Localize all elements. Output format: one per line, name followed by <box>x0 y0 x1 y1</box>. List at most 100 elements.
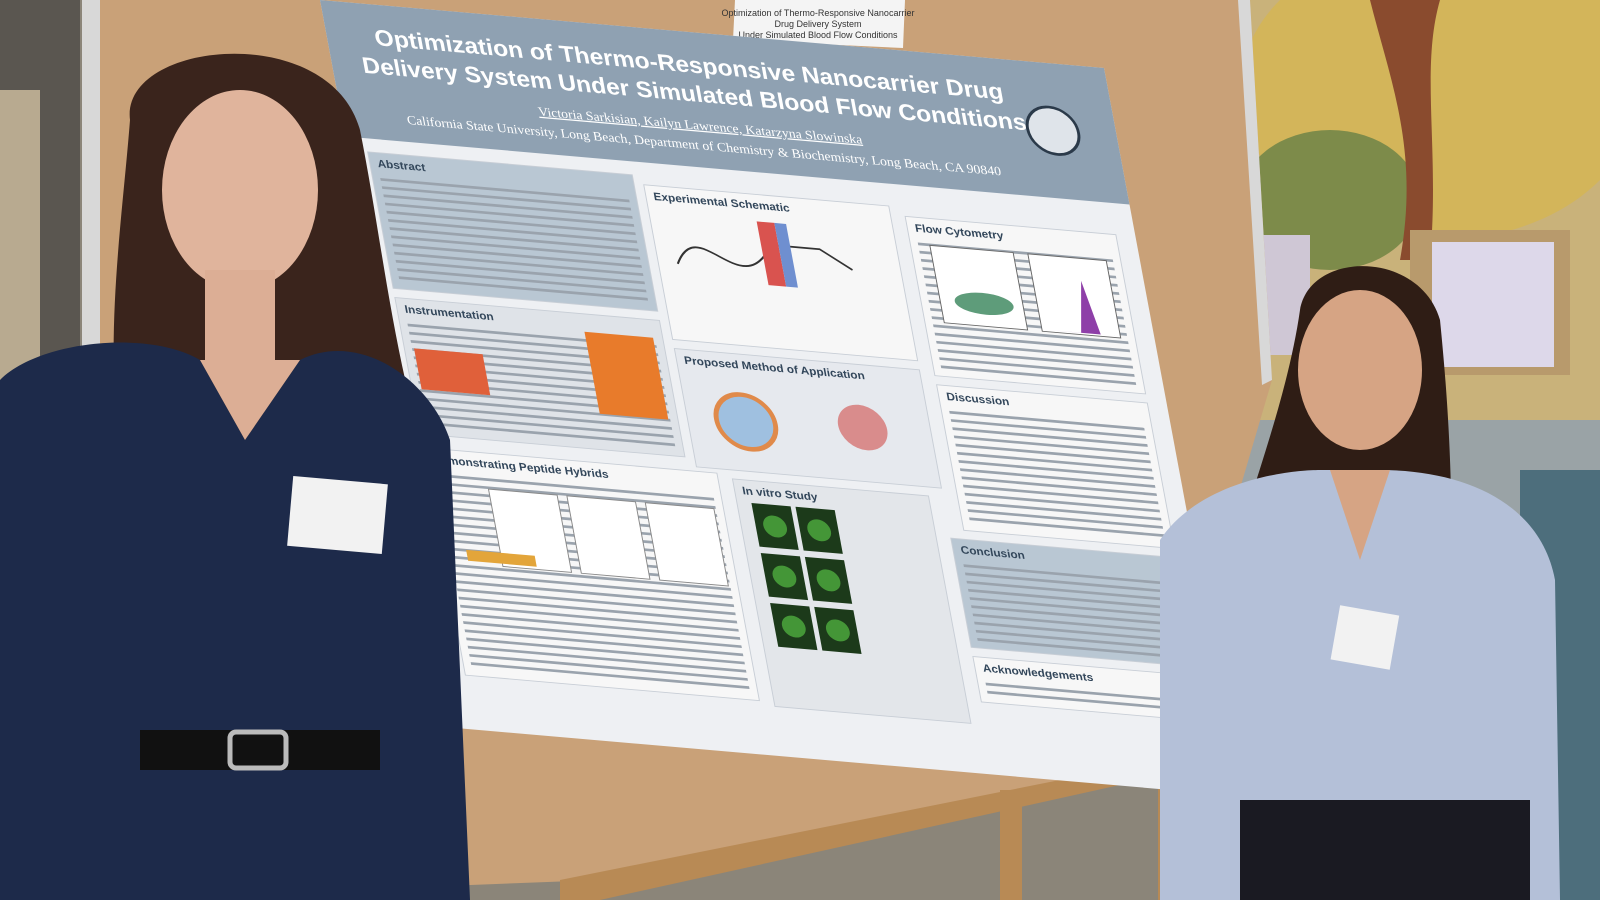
sign-text: Optimization of Thermo-Responsive Nanoca… <box>722 8 915 18</box>
text-line <box>956 451 1153 472</box>
microscopy-image <box>807 519 832 542</box>
neck <box>205 270 275 360</box>
text-line <box>469 653 748 681</box>
text-line <box>398 276 649 301</box>
section-heading: Discussion <box>946 391 1011 408</box>
text-line <box>953 435 1150 456</box>
text-line <box>964 572 1176 594</box>
neckline <box>200 360 300 440</box>
text-line <box>389 227 639 252</box>
text-line <box>955 443 1151 464</box>
peptide-plot <box>566 495 651 580</box>
belt <box>140 730 380 770</box>
text-line <box>940 365 1137 386</box>
text-line <box>425 421 676 447</box>
text-line <box>456 588 736 616</box>
easel-leg <box>1000 790 1022 900</box>
text-line <box>383 194 633 219</box>
name-badge <box>287 476 388 555</box>
method-figure <box>713 392 779 452</box>
peptide-plot <box>487 488 573 573</box>
poster: Optimization of Thermo-Responsive Nanoca… <box>320 0 1241 797</box>
text-line <box>470 662 750 690</box>
text-line <box>390 235 641 260</box>
text-line <box>467 645 747 673</box>
poster-header <box>320 0 1130 205</box>
text-line <box>421 397 671 422</box>
text-line <box>964 492 1161 513</box>
belt-buckle <box>227 729 289 771</box>
text-line <box>969 597 1180 618</box>
text-line <box>987 690 1198 712</box>
text-line <box>950 419 1147 439</box>
text-line <box>395 259 645 285</box>
text-line <box>939 357 1135 377</box>
text-line <box>977 638 1188 659</box>
schematic-figure <box>774 222 798 288</box>
board-frame <box>1238 0 1272 385</box>
cytometry-plot <box>954 292 1014 316</box>
sign-text: Drug Delivery System <box>774 19 861 29</box>
microscopy-image <box>781 615 806 638</box>
method-figure <box>837 404 888 451</box>
text-line <box>437 481 716 509</box>
text-line <box>387 218 638 244</box>
text-line <box>458 596 738 624</box>
category-sign <box>733 0 905 48</box>
microscopy-image <box>772 565 797 588</box>
schematic-figure <box>756 221 787 287</box>
tree-trunk <box>1370 0 1440 260</box>
text-line <box>424 413 674 439</box>
text-line <box>972 613 1183 635</box>
text-line <box>461 612 741 640</box>
text-line <box>386 210 636 236</box>
text-line <box>962 484 1159 505</box>
text-line <box>933 324 1129 345</box>
text-line <box>466 637 745 665</box>
university-seal <box>1025 105 1081 156</box>
striped-blouse <box>1160 470 1560 900</box>
patterned-blouse <box>0 342 470 900</box>
instrument-image <box>414 348 491 396</box>
microscopy-image <box>763 515 788 538</box>
face <box>1298 290 1422 450</box>
text-line <box>463 621 742 649</box>
text-line <box>452 563 732 591</box>
wall-panel <box>0 90 40 390</box>
text-line <box>961 476 1157 497</box>
text-line <box>959 468 1156 488</box>
text-line <box>435 473 715 501</box>
microscopy-image <box>825 619 850 642</box>
text-line <box>963 564 1174 586</box>
peptide-figure <box>466 549 537 567</box>
text-line <box>464 629 744 657</box>
text-line <box>937 349 1134 369</box>
text-line <box>975 629 1186 651</box>
text-line <box>381 186 632 211</box>
cytometry-plot <box>1046 280 1116 336</box>
text-line <box>394 251 644 277</box>
instrument-image <box>584 331 669 420</box>
neckline <box>1330 470 1390 560</box>
text-line <box>453 572 733 599</box>
text-line <box>384 202 635 227</box>
text-line <box>392 243 642 268</box>
trousers <box>1240 800 1530 900</box>
text-line <box>966 500 1162 521</box>
text-line <box>971 605 1182 627</box>
face <box>162 90 318 290</box>
text-line <box>936 340 1132 361</box>
text-line <box>949 410 1145 431</box>
text-line <box>966 580 1177 602</box>
text-line <box>459 604 739 632</box>
text-line <box>397 268 647 293</box>
section-heading: Abstract <box>377 159 427 175</box>
text-line <box>952 427 1148 447</box>
text-line <box>455 580 735 608</box>
peptide-plot <box>644 502 729 587</box>
sign-text: Under Simulated Blood Flow Conditions <box>738 30 898 40</box>
text-line <box>969 517 1165 538</box>
microscopy-image <box>816 569 841 592</box>
